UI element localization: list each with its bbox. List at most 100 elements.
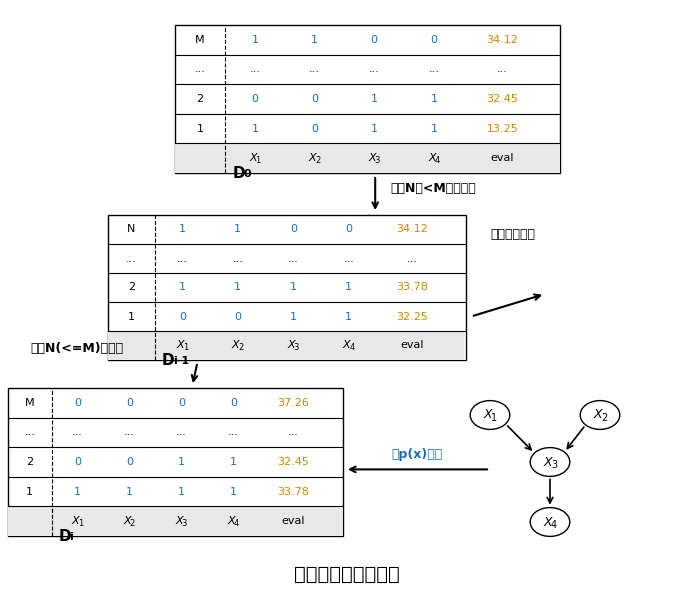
Text: 0: 0 (430, 35, 437, 45)
Ellipse shape (580, 400, 620, 429)
Text: M: M (195, 35, 205, 45)
Text: 34.12: 34.12 (486, 35, 518, 45)
Text: 1: 1 (430, 94, 437, 104)
Text: 1: 1 (178, 487, 185, 496)
Text: 1: 1 (230, 457, 237, 467)
Text: D: D (162, 353, 174, 368)
Text: 0: 0 (178, 398, 185, 408)
Text: 1: 1 (430, 124, 437, 133)
Text: 0: 0 (126, 457, 133, 467)
Text: 2: 2 (238, 343, 244, 352)
Text: ...: ... (194, 65, 205, 74)
Text: ...: ... (232, 254, 243, 263)
Text: 0: 0 (126, 398, 133, 408)
Text: 从p(x)采样: 从p(x)采样 (392, 448, 443, 461)
Text: 4: 4 (234, 519, 239, 528)
Text: 0: 0 (345, 225, 353, 234)
Bar (8, 506, 343, 536)
Text: ...: ... (177, 254, 187, 263)
Text: ...: ... (176, 428, 187, 437)
Text: 33.78: 33.78 (277, 487, 309, 496)
Text: 32.25: 32.25 (396, 312, 428, 321)
Text: 1: 1 (178, 457, 185, 467)
Text: 1: 1 (345, 312, 353, 321)
Text: X: X (428, 153, 436, 163)
Bar (175, 143, 560, 173)
Text: 建立概率模型: 建立概率模型 (490, 228, 535, 240)
Text: 4: 4 (551, 520, 557, 530)
Text: eval: eval (491, 153, 514, 163)
Text: 0: 0 (179, 312, 186, 321)
Ellipse shape (530, 507, 570, 536)
Text: X: X (287, 341, 295, 350)
Text: 37.26: 37.26 (277, 398, 309, 408)
Text: 1: 1 (491, 413, 497, 423)
Text: X: X (484, 408, 492, 422)
Text: i: i (69, 532, 73, 542)
Bar (175, 25, 560, 173)
Text: 1: 1 (74, 487, 81, 496)
Text: 4: 4 (349, 343, 355, 352)
Text: 2: 2 (315, 156, 320, 165)
Text: 33.78: 33.78 (396, 283, 428, 292)
Ellipse shape (530, 448, 570, 477)
Text: 0: 0 (74, 398, 81, 408)
Text: 0: 0 (74, 457, 81, 467)
Text: ...: ... (309, 65, 320, 74)
Text: 0: 0 (235, 312, 242, 321)
Text: eval: eval (400, 341, 424, 350)
Text: 3: 3 (551, 460, 557, 470)
Text: ...: ... (369, 65, 380, 74)
Text: 1: 1 (251, 35, 258, 45)
Text: X: X (543, 515, 552, 528)
Text: D: D (232, 166, 246, 181)
Text: ...: ... (124, 428, 135, 437)
Text: 1: 1 (290, 312, 297, 321)
Text: 1: 1 (371, 124, 378, 133)
Text: 1: 1 (196, 124, 203, 133)
Text: X: X (309, 153, 316, 163)
Text: 2: 2 (26, 457, 33, 467)
Text: 1: 1 (26, 487, 33, 496)
Text: X: X (176, 516, 183, 526)
Text: 0: 0 (311, 124, 318, 133)
Ellipse shape (471, 400, 510, 429)
Text: 1: 1 (78, 519, 83, 528)
Text: ...: ... (344, 254, 354, 263)
Text: 1: 1 (345, 283, 353, 292)
Text: 1: 1 (128, 312, 135, 321)
Text: 1: 1 (179, 283, 186, 292)
Text: 1: 1 (230, 487, 237, 496)
Text: 1: 1 (126, 487, 133, 496)
Text: 13.25: 13.25 (486, 124, 518, 133)
Text: 0: 0 (290, 225, 297, 234)
Text: 2: 2 (196, 94, 203, 104)
Text: eval: eval (281, 516, 305, 526)
Text: 34.12: 34.12 (396, 225, 428, 234)
Text: X: X (124, 516, 131, 526)
Text: ...: ... (228, 428, 239, 437)
Text: D: D (58, 529, 71, 544)
Text: ...: ... (497, 65, 508, 74)
Text: 0: 0 (230, 398, 237, 408)
Text: 选择N(<=M)个个体: 选择N(<=M)个个体 (30, 342, 123, 356)
Text: 0: 0 (251, 94, 258, 104)
Text: X: X (369, 153, 376, 163)
Text: 0: 0 (244, 169, 251, 179)
Text: 32.45: 32.45 (486, 94, 518, 104)
Text: 1: 1 (311, 35, 318, 45)
Text: 1: 1 (371, 94, 378, 104)
Text: X: X (593, 408, 602, 422)
Text: 1: 1 (179, 225, 186, 234)
Text: ...: ... (24, 428, 35, 437)
Text: 1: 1 (290, 283, 297, 292)
Text: 1: 1 (255, 156, 260, 165)
Text: ...: ... (287, 428, 298, 437)
Text: ...: ... (72, 428, 83, 437)
Text: 3: 3 (182, 519, 187, 528)
Text: 32.45: 32.45 (277, 457, 309, 467)
Text: M: M (25, 398, 35, 408)
Text: 0: 0 (311, 94, 318, 104)
Text: ...: ... (288, 254, 298, 263)
Text: X: X (176, 341, 184, 350)
